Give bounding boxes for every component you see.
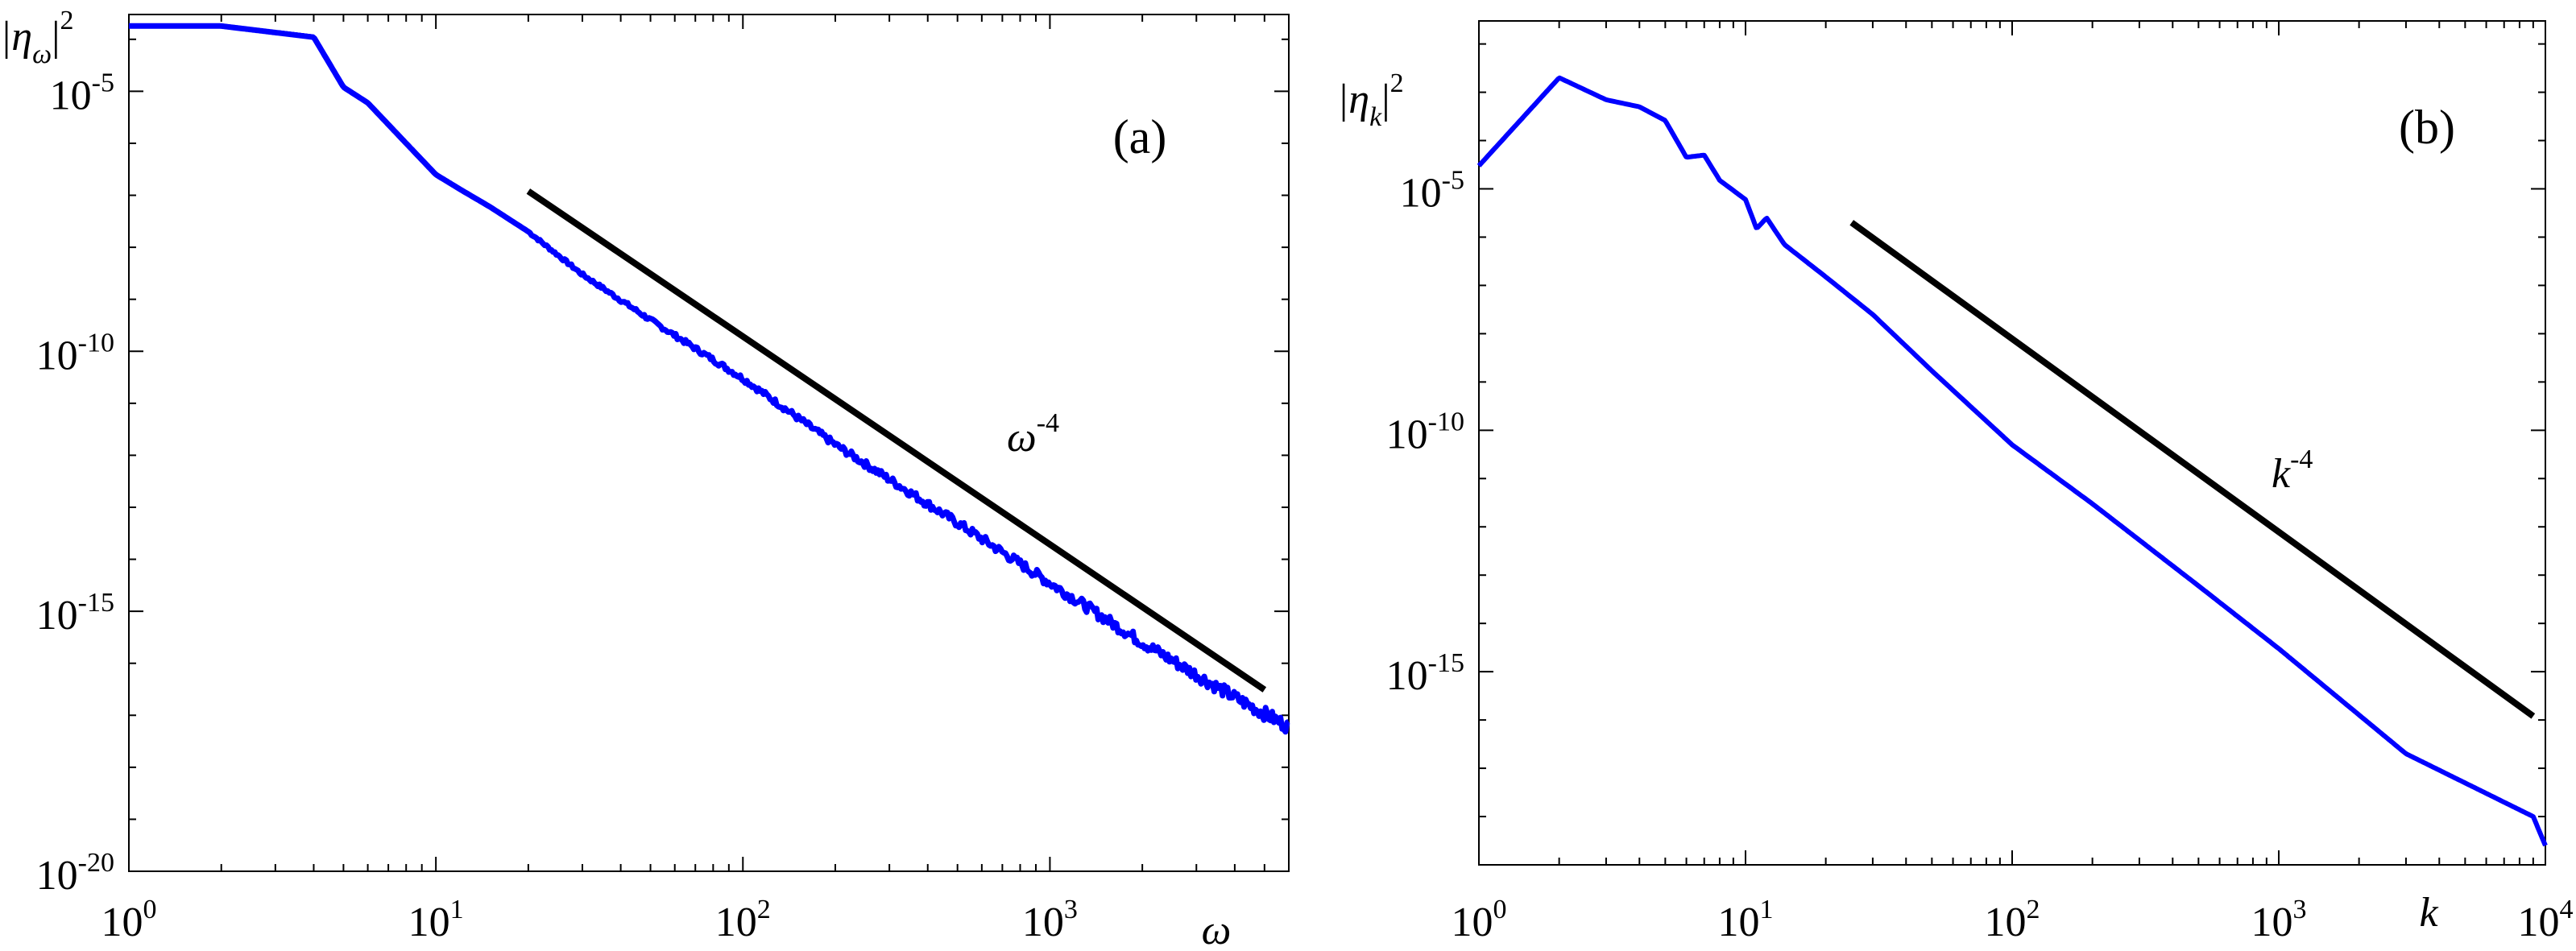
reference-line-b <box>1849 220 2536 719</box>
y-axis-label-b: |ηk|2 <box>1337 68 1404 132</box>
x-tick-label-b-1: 101 <box>1718 895 1774 945</box>
y-axis-label-a: |ηω|2 <box>0 6 74 69</box>
chart-panel-b: 100 101 102 103 104 10-5 10-10 10-15 |ηk|2 k (b) k-… <box>1337 20 2574 945</box>
x-tick-label-a-1: 101 <box>408 895 464 945</box>
x-tick-label-b-3: 103 <box>2251 895 2307 945</box>
y-tick-label-a-1: 10-10 <box>36 328 114 378</box>
reference-line-label-b: k-4 <box>2272 444 2313 497</box>
axis-ticks-a <box>128 14 1290 872</box>
y-tick-label-b-0: 10-5 <box>1400 166 1464 217</box>
panel-label-b: (b) <box>2399 101 2455 154</box>
series-line-a-0 <box>127 23 1290 735</box>
y-tick-label-b-2: 10-15 <box>1386 648 1464 699</box>
axes-frame-a <box>128 14 1290 872</box>
y-tick-label-a-2: 10-15 <box>36 588 114 639</box>
x-tick-label-a-3: 103 <box>1022 895 1078 945</box>
y-tick-label-a-0: 10-5 <box>50 68 114 118</box>
x-tick-label-a-0: 100 <box>101 895 157 945</box>
reference-line-a <box>526 188 1267 693</box>
x-axis-label-b: k <box>2419 890 2438 936</box>
x-axis-label-a: ω <box>1202 908 1232 951</box>
x-tick-label-a-2: 102 <box>715 895 771 945</box>
panel-label-a: (a) <box>1113 110 1167 163</box>
y-tick-label-a-3: 10-20 <box>36 848 114 899</box>
x-tick-label-b-4: 104 <box>2518 895 2574 945</box>
axis-ticks-b <box>1478 21 2546 866</box>
chart-panel-a: 100 101 102 103 10-5 10-10 10-15 10-20 |ηω|2 ω (a)… <box>0 6 1290 951</box>
reference-line-label-a: ω-4 <box>1007 408 1059 461</box>
series-line-b-0 <box>1476 75 2548 847</box>
x-tick-label-b-0: 100 <box>1452 895 1507 945</box>
x-tick-label-b-2: 102 <box>1985 895 2040 945</box>
y-tick-label-b-1: 10-10 <box>1386 407 1464 457</box>
